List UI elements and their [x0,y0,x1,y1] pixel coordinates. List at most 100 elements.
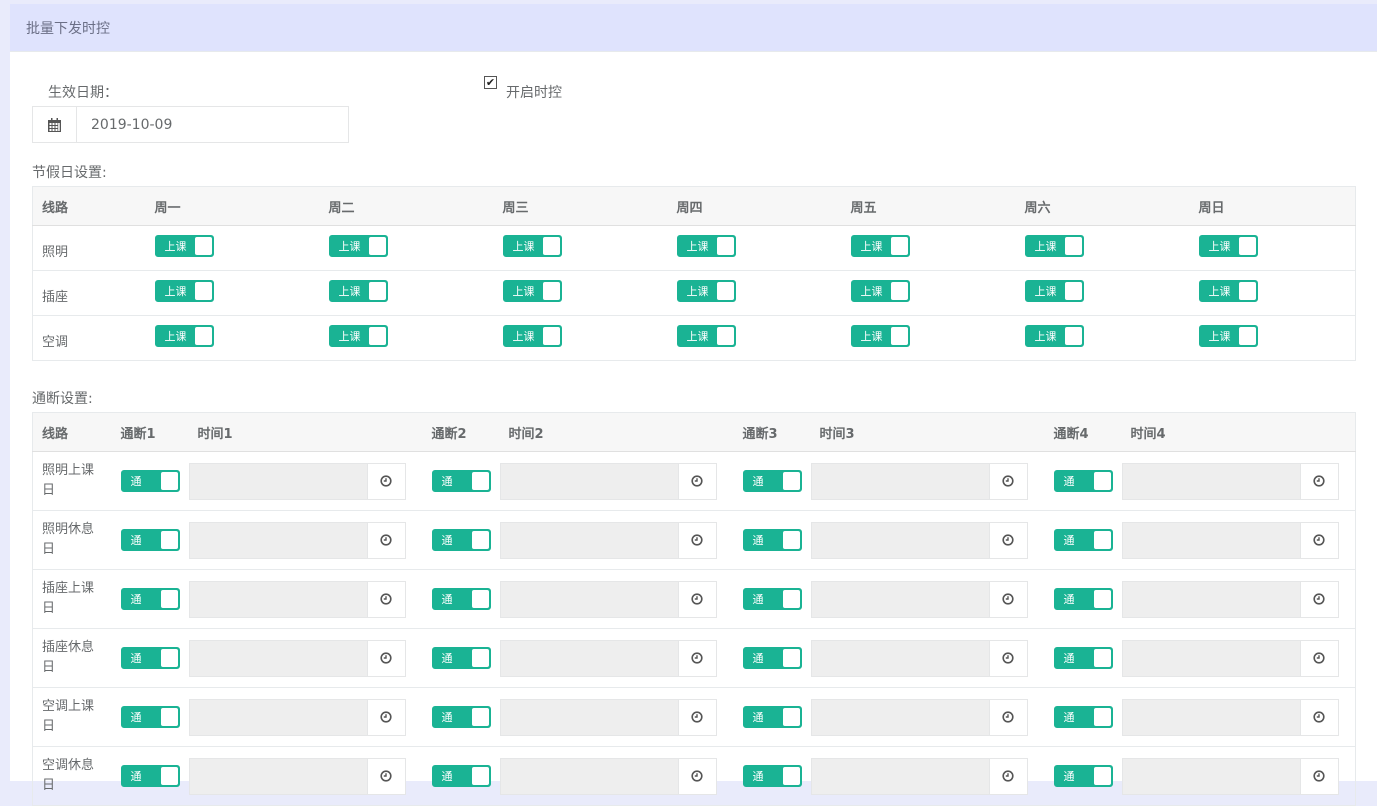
clock-icon[interactable] [366,758,405,794]
toggle-switch[interactable]: 通 [742,470,802,492]
toggle-switch[interactable]: 通 [431,588,491,610]
time-input[interactable] [500,522,678,558]
time-input[interactable] [811,758,989,794]
toggle-switch[interactable]: 上课 [850,235,910,257]
toggle-switch[interactable]: 通 [742,647,802,669]
calendar-icon[interactable] [33,107,77,142]
clock-icon[interactable] [366,522,405,558]
clock-icon[interactable] [677,699,716,735]
clock-icon[interactable] [988,463,1027,499]
toggle-switch[interactable]: 上课 [850,280,910,302]
clock-icon[interactable] [677,758,716,794]
clock-icon[interactable] [1299,581,1338,617]
toggle-switch[interactable]: 上课 [1024,235,1084,257]
time-field [499,580,717,618]
toggle-switch[interactable]: 上课 [1024,280,1084,302]
clock-icon[interactable] [988,758,1027,794]
toggle-switch[interactable]: 上课 [502,280,562,302]
toggle-knob [716,237,734,255]
toggle-switch[interactable]: 上课 [328,280,388,302]
time-input[interactable] [1122,699,1300,735]
toggle-switch[interactable]: 上课 [676,280,736,302]
toggle-switch[interactable]: 上课 [850,325,910,347]
toggle-switch[interactable]: 通 [1053,470,1113,492]
time-input[interactable] [189,581,367,617]
toggle-switch[interactable]: 上课 [676,325,736,347]
time-input[interactable] [811,699,989,735]
time-input[interactable] [500,758,678,794]
time-input[interactable] [1122,463,1300,499]
toggle-switch[interactable]: 上课 [676,235,736,257]
toggle-knob [194,237,212,255]
toggle-switch[interactable]: 通 [431,647,491,669]
date-input[interactable] [77,107,348,142]
clock-icon[interactable] [677,522,716,558]
toggle-switch[interactable]: 通 [1053,588,1113,610]
clock-icon[interactable] [366,699,405,735]
clock-icon[interactable] [366,581,405,617]
toggle-switch[interactable]: 上课 [1198,235,1258,257]
time-input[interactable] [500,699,678,735]
toggle-switch[interactable]: 通 [431,706,491,728]
toggle-switch[interactable]: 上课 [154,325,214,347]
time-input[interactable] [500,640,678,676]
toggle-switch[interactable]: 上课 [502,325,562,347]
clock-icon[interactable] [988,640,1027,676]
time-input[interactable] [1122,758,1300,794]
time-input[interactable] [500,463,678,499]
time-input[interactable] [811,640,989,676]
clock-icon[interactable] [988,581,1027,617]
clock-icon[interactable] [988,699,1027,735]
toggle-switch[interactable]: 通 [431,765,491,787]
toggle-switch[interactable]: 通 [120,529,180,551]
toggle-switch[interactable]: 通 [120,470,180,492]
toggle-switch[interactable]: 上课 [1198,280,1258,302]
time-input[interactable] [189,463,367,499]
toggle-switch[interactable]: 上课 [1198,325,1258,347]
toggle-switch[interactable]: 上课 [502,235,562,257]
toggle-switch[interactable]: 上课 [328,235,388,257]
toggle-switch[interactable]: 上课 [154,280,214,302]
toggle-switch[interactable]: 通 [1053,647,1113,669]
toggle-switch[interactable]: 通 [742,529,802,551]
toggle-switch[interactable]: 上课 [1024,325,1084,347]
clock-icon[interactable] [1299,699,1338,735]
time-input[interactable] [500,581,678,617]
time-input[interactable] [1122,581,1300,617]
clock-icon[interactable] [366,463,405,499]
time-input[interactable] [1122,522,1300,558]
toggle-switch[interactable]: 上课 [154,235,214,257]
toggle-switch[interactable]: 通 [1053,706,1113,728]
clock-icon[interactable] [988,522,1027,558]
time-input[interactable] [189,758,367,794]
clock-icon[interactable] [677,640,716,676]
toggle-switch[interactable]: 通 [431,470,491,492]
toggle-switch[interactable]: 通 [742,765,802,787]
clock-icon[interactable] [1299,640,1338,676]
time-input[interactable] [811,581,989,617]
toggle-switch[interactable]: 通 [1053,765,1113,787]
time-input[interactable] [189,699,367,735]
time-input[interactable] [1122,640,1300,676]
toggle-knob [160,472,178,490]
time-input[interactable] [189,640,367,676]
toggle-switch[interactable]: 通 [742,588,802,610]
clock-icon[interactable] [677,463,716,499]
toggle-switch[interactable]: 通 [120,647,180,669]
toggle-switch[interactable]: 通 [120,765,180,787]
toggle-switch[interactable]: 上课 [328,325,388,347]
clock-icon[interactable] [1299,758,1338,794]
toggle-switch[interactable]: 通 [120,588,180,610]
toggle-switch[interactable]: 通 [742,706,802,728]
clock-icon[interactable] [1299,522,1338,558]
toggle-switch[interactable]: 通 [120,706,180,728]
clock-icon[interactable] [366,640,405,676]
enable-checkbox[interactable]: ✔ [484,76,497,89]
clock-icon[interactable] [1299,463,1338,499]
time-input[interactable] [189,522,367,558]
toggle-switch[interactable]: 通 [431,529,491,551]
time-input[interactable] [811,522,989,558]
time-input[interactable] [811,463,989,499]
clock-icon[interactable] [677,581,716,617]
toggle-switch[interactable]: 通 [1053,529,1113,551]
